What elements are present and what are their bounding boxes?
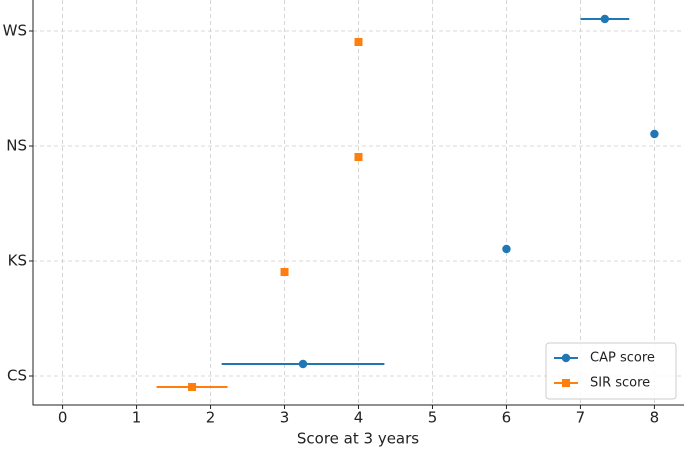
legend-label: CAP score (590, 351, 655, 366)
y-tick-label: CS (7, 367, 27, 385)
legend-label: SIR score (590, 376, 650, 391)
legend-marker (561, 353, 571, 363)
x-axis-label: Score at 3 years (297, 430, 419, 448)
x-tick-label: 1 (132, 409, 142, 427)
x-tick-label: 5 (428, 409, 438, 427)
point (354, 153, 363, 161)
x-tick-label: 8 (650, 409, 660, 427)
x-tick-label: 2 (206, 409, 216, 427)
point (188, 383, 197, 391)
x-tick-label: 0 (58, 409, 68, 427)
y-tick-label: KS (8, 252, 27, 270)
point (650, 129, 659, 139)
axes (32, 0, 684, 406)
y-tick-label: NS (6, 137, 27, 155)
x-tick-label: 6 (502, 409, 512, 427)
legend-box (545, 342, 677, 400)
x-tick-label: 7 (576, 409, 586, 427)
legend-marker (562, 379, 570, 387)
point (298, 359, 308, 369)
x-tick-label: 4 (354, 409, 364, 427)
point (354, 38, 363, 46)
point (600, 14, 610, 24)
point (502, 244, 511, 254)
x-tick-label: 3 (280, 409, 290, 427)
y-tick-label: WS (3, 22, 27, 40)
point (280, 268, 289, 276)
